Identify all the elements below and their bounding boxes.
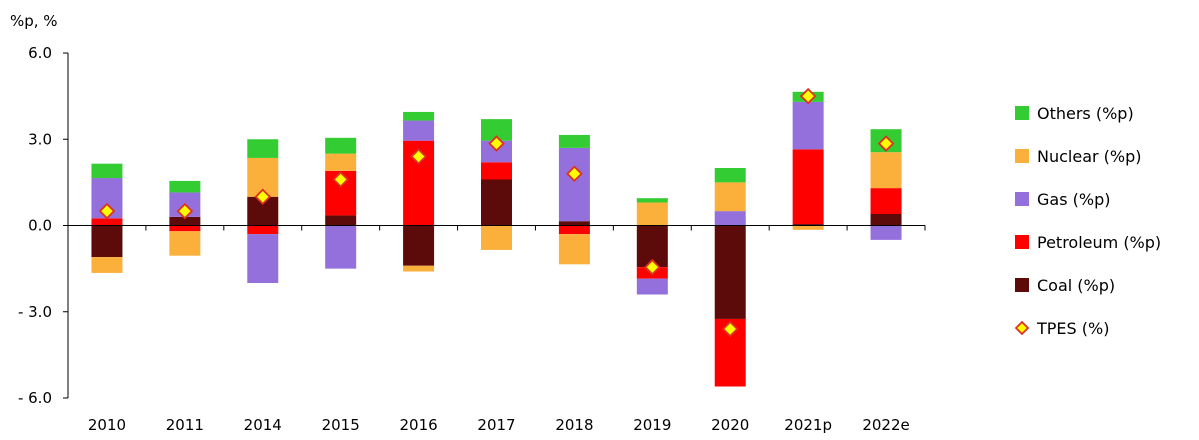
bar-segment-petroleum	[481, 162, 512, 180]
bar-segment-nuclear	[636, 202, 668, 226]
x-tick-label: 2017	[477, 416, 515, 434]
x-axis-ticks: 2010 2011 2014 2015 2016 2017 2018 2019 2020 2021…	[67, 225, 926, 434]
tpes-markers	[98, 87, 895, 338]
legend-label: Others (%p)	[1037, 104, 1134, 123]
bar-segment-nuclear	[558, 234, 590, 265]
bar-segment-coal	[169, 216, 201, 226]
bar-segment-petroleum	[558, 225, 590, 235]
bar-segment-gas	[325, 225, 357, 269]
bar-segment-gas	[792, 101, 824, 150]
legend-item: TPES (%)	[1014, 319, 1109, 338]
bar-segment-petroleum	[792, 149, 824, 225]
tpes-marker	[410, 148, 427, 165]
legend-swatch	[1014, 320, 1030, 336]
tpes-marker	[877, 135, 895, 152]
legend-swatch	[1015, 149, 1029, 163]
x-tick-label: 2019	[633, 416, 671, 434]
x-tick-label: 2014	[244, 416, 282, 434]
x-tick-label: 2022e	[862, 416, 909, 434]
tpes-marker	[799, 87, 817, 105]
tpes-marker	[98, 202, 116, 220]
bar-segment-gas	[558, 147, 590, 222]
bar-segment-petroleum	[870, 188, 902, 214]
y-axis-unit-label: %p, %	[10, 12, 58, 30]
x-tick-label: 2016	[399, 416, 437, 434]
bar-segment-nuclear	[481, 225, 512, 250]
legend-swatch	[1015, 235, 1029, 249]
bar-segment-gas	[636, 278, 668, 295]
y-tick-label: 3.0	[28, 130, 52, 148]
legend-swatch	[1015, 106, 1029, 120]
bar-segment-coal	[558, 221, 590, 226]
bar-segment-others	[247, 139, 279, 158]
bar-segment-gas	[247, 234, 279, 283]
bar-segment-nuclear	[91, 257, 123, 273]
legend-label: Nuclear (%p)	[1037, 147, 1142, 166]
tpes-marker	[332, 171, 349, 188]
bar-segment-petroleum	[247, 225, 279, 235]
legend-label: Gas (%p)	[1037, 190, 1110, 209]
bar-segment-coal	[403, 225, 435, 266]
bar-segment-petroleum	[91, 218, 123, 226]
tpes-marker	[566, 165, 583, 183]
bar-segment-gas	[714, 211, 746, 226]
y-axis-ticks: 6.0 3.0 0.0 - 3.0 - 6.0	[18, 44, 68, 407]
bar-segment-nuclear	[792, 225, 824, 230]
legend-swatch	[1015, 278, 1029, 292]
bar-segment-others	[325, 137, 357, 154]
legend-label: TPES (%)	[1036, 319, 1109, 338]
bar-segment-coal	[481, 179, 512, 226]
x-tick-label: 2018	[555, 416, 593, 434]
bar-segment-coal	[870, 214, 902, 226]
tpes-marker	[488, 135, 505, 152]
x-tick-label: 2011	[166, 416, 204, 434]
bar-segment-coal	[714, 225, 746, 319]
legend-item: Coal (%p)	[1015, 276, 1115, 295]
bar-segment-coal	[91, 225, 123, 258]
legend-swatch	[1015, 192, 1029, 206]
bar-segment-others	[481, 119, 512, 141]
bar-segment-coal	[792, 224, 824, 226]
y-tick-label: 0.0	[28, 217, 52, 235]
bar-segment-nuclear	[714, 182, 746, 212]
legend-item: Gas (%p)	[1015, 190, 1110, 209]
tpes-marker	[254, 188, 272, 206]
bar-segment-others	[558, 134, 590, 148]
tpes-marker	[721, 320, 739, 338]
legend: Others (%p) Nuclear (%p) Gas (%p) Petroleum…	[1014, 104, 1161, 338]
bar-segment-coal	[325, 215, 357, 226]
bar-segment-others	[169, 180, 201, 193]
legend-item: Others (%p)	[1015, 104, 1134, 123]
x-tick-label: 2015	[322, 416, 360, 434]
bar-segment-others	[403, 111, 435, 121]
legend-item: Petroleum (%p)	[1015, 233, 1161, 252]
bar-segment-nuclear	[403, 265, 435, 272]
y-tick-label: 6.0	[28, 44, 52, 62]
tpes-marker	[644, 258, 661, 276]
bar-segment-gas	[403, 120, 435, 141]
bar-segment-petroleum	[169, 225, 201, 232]
tpes-marker	[176, 202, 194, 220]
legend-item: Nuclear (%p)	[1015, 147, 1142, 166]
y-tick-label: - 3.0	[18, 303, 52, 321]
bar-segment-others	[714, 168, 746, 183]
y-tick-label: - 6.0	[18, 389, 52, 407]
bar-segment-nuclear	[325, 153, 357, 171]
bar-segment-nuclear	[870, 152, 902, 189]
legend-label: Petroleum (%p)	[1037, 233, 1161, 252]
legend-label: Coal (%p)	[1037, 276, 1115, 295]
bar-segment-others	[636, 198, 668, 203]
x-tick-label: 2010	[88, 416, 126, 434]
x-tick-label: 2021p	[784, 416, 832, 434]
x-tick-label: 2020	[711, 416, 749, 434]
bar-segment-nuclear	[169, 231, 201, 256]
bar-segment-others	[91, 163, 123, 179]
bar-segment-gas	[870, 225, 902, 240]
